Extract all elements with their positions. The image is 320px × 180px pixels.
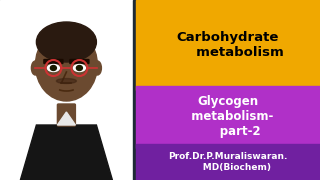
FancyBboxPatch shape [57, 104, 76, 126]
FancyBboxPatch shape [70, 60, 89, 64]
Ellipse shape [47, 64, 60, 71]
Polygon shape [57, 112, 76, 125]
Bar [133, 0, 136, 180]
Bar [0, 0, 133, 180]
Ellipse shape [73, 64, 85, 71]
Ellipse shape [56, 78, 76, 84]
Polygon shape [20, 125, 112, 180]
FancyBboxPatch shape [44, 60, 63, 64]
Text: Glycogen
  metabolism-
      part-2: Glycogen metabolism- part-2 [183, 96, 273, 138]
Ellipse shape [50, 66, 56, 71]
Ellipse shape [36, 22, 96, 62]
Ellipse shape [93, 61, 101, 75]
Ellipse shape [36, 29, 97, 101]
Bar [136, 86, 320, 148]
Text: Prof.Dr.P.Muraliswaran.
      MD(Biochem): Prof.Dr.P.Muraliswaran. MD(Biochem) [168, 152, 288, 172]
Bar [136, 0, 320, 90]
Bar [136, 144, 320, 180]
Ellipse shape [76, 66, 83, 71]
Ellipse shape [31, 61, 39, 75]
Text: Carbohydrate
     metabolism: Carbohydrate metabolism [172, 31, 284, 59]
